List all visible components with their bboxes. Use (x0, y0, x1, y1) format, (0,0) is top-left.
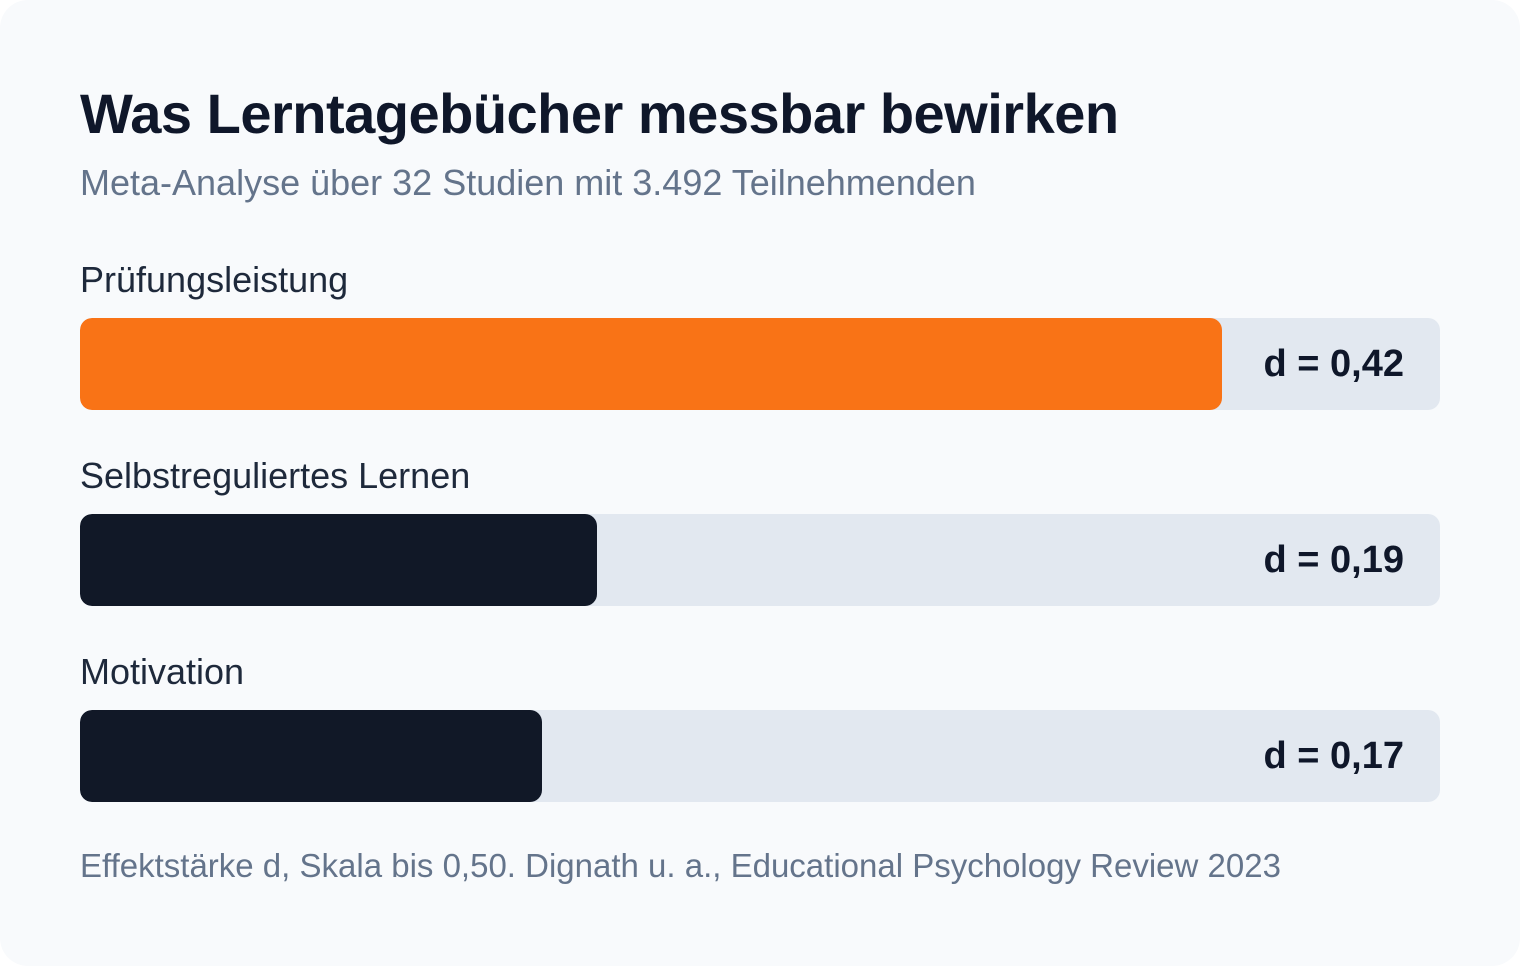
bar (80, 514, 597, 606)
bar-track: d = 0,42 (80, 318, 1440, 410)
bar-track: d = 0,17 (80, 710, 1440, 802)
category-label: Selbstreguliertes Lernen (80, 455, 471, 496)
value-label: d = 0,19 (1263, 539, 1404, 581)
bar-track: d = 0,19 (80, 514, 1440, 606)
category-label: Motivation (80, 651, 245, 692)
value-label: d = 0,42 (1263, 343, 1404, 385)
category-label: Prüfungsleistung (80, 259, 349, 300)
chart-title: Was Lerntagebücher messbar bewirken (80, 82, 1119, 145)
chart-footnote: Effektstärke d, Skala bis 0,50. Dignath … (80, 847, 1281, 884)
bar-row: Selbstreguliertes Lernen d = 0,19 (80, 454, 1440, 650)
bar (80, 318, 1222, 410)
bar-list: Prüfungsleistung d = 0,42 Selbstregulierte… (80, 258, 1440, 846)
bar (80, 710, 542, 802)
chart-subtitle: Meta-Analyse über 32 Studien mit 3.492 T… (80, 162, 976, 203)
value-label: d = 0,17 (1263, 735, 1404, 777)
bar-row: Motivation d = 0,17 (80, 650, 1440, 846)
bar-row: Prüfungsleistung d = 0,42 (80, 258, 1440, 454)
